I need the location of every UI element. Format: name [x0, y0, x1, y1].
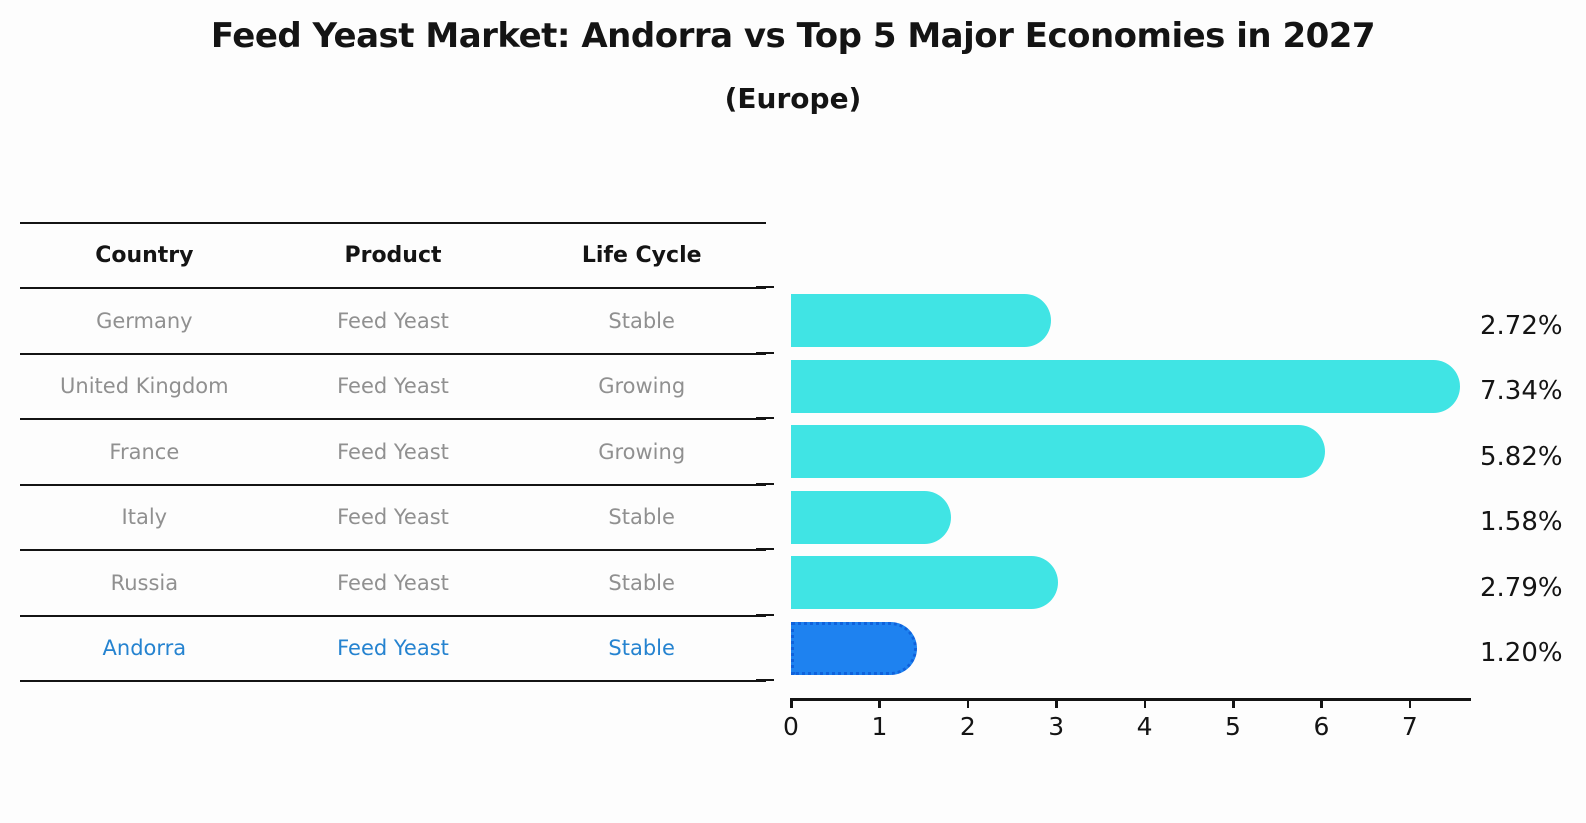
- x-axis-tick: [1320, 698, 1323, 708]
- x-axis-tick: [1143, 698, 1147, 708]
- country-cell: United Kingdom: [60, 374, 229, 399]
- y-axis-tick: [756, 482, 774, 485]
- x-axis-tick: [1055, 698, 1058, 708]
- x-axis-tick: [790, 698, 793, 708]
- bar-russia: [791, 556, 1058, 609]
- value-label: 5.82%: [1480, 441, 1563, 472]
- country-cell: Italy: [121, 505, 168, 530]
- country-table: Country Product Life Cycle Germany Feed …: [20, 222, 766, 682]
- table-header-row: Country Product Life Cycle: [20, 224, 766, 289]
- value-label: 7.34%: [1480, 376, 1563, 407]
- x-axis-tick-label: 2: [959, 712, 976, 741]
- lifecycle-cell: Growing: [598, 374, 686, 399]
- x-axis-tick-label: 4: [1136, 712, 1153, 741]
- product-cell: Feed Yeast: [337, 439, 449, 464]
- header-country: Country: [95, 243, 194, 268]
- bar-france: [791, 425, 1326, 478]
- lifecycle-cell: Stable: [608, 505, 675, 530]
- y-axis-tick: [756, 417, 774, 419]
- value-label: 2.72%: [1480, 310, 1563, 341]
- value-label: 1.20%: [1480, 638, 1563, 669]
- chart-title: Feed Yeast Market: Andorra vs Top 5 Majo…: [210, 16, 1376, 56]
- x-axis-tick-label: 5: [1225, 712, 1241, 741]
- x-axis-tick-label: 0: [783, 712, 799, 741]
- table-row: Italy Feed Yeast Stable: [20, 486, 766, 551]
- lifecycle-cell: Stable: [608, 308, 675, 333]
- x-axis-tick-label: 3: [1048, 712, 1065, 741]
- x-axis-line: [790, 698, 1471, 701]
- x-axis-tick: [1408, 698, 1412, 708]
- y-axis-tick: [756, 679, 774, 681]
- table-row: United Kingdom Feed Yeast Growing: [20, 355, 766, 420]
- x-axis-tick: [966, 698, 970, 708]
- country-cell: Germany: [96, 308, 193, 333]
- product-cell: Feed Yeast: [337, 636, 449, 661]
- bar-germany: [791, 294, 1052, 347]
- x-axis-tick-label: 7: [1401, 712, 1418, 741]
- table-row: France Feed Yeast Growing: [20, 420, 766, 486]
- bar-italy: [791, 490, 951, 544]
- country-cell: Andorra: [102, 636, 187, 661]
- product-cell: Feed Yeast: [337, 374, 449, 399]
- y-axis-tick: [756, 351, 774, 354]
- product-cell: Feed Yeast: [337, 505, 449, 530]
- x-axis-tick-label: 6: [1313, 712, 1330, 741]
- lifecycle-cell: Stable: [608, 570, 675, 595]
- y-axis-tick: [756, 548, 774, 550]
- header-life-cycle: Life Cycle: [581, 243, 702, 268]
- table-row: Germany Feed Yeast Stable: [20, 289, 766, 355]
- value-label: 2.79%: [1480, 572, 1563, 603]
- y-axis-tick: [756, 613, 774, 616]
- table-row: Russia Feed Yeast Stable: [20, 551, 766, 617]
- bar-andorra: [791, 621, 918, 675]
- lifecycle-cell: Growing: [598, 439, 686, 464]
- header-product: Product: [344, 243, 442, 268]
- product-cell: Feed Yeast: [337, 570, 449, 595]
- value-label: 1.58%: [1480, 507, 1563, 538]
- country-cell: Russia: [110, 570, 179, 595]
- x-axis-tick: [878, 698, 881, 708]
- bar-united-kingdom: [791, 359, 1460, 413]
- chart-subtitle: (Europe): [724, 82, 862, 115]
- y-axis-tick: [756, 286, 774, 288]
- table-row: Andorra Feed Yeast Stable: [20, 617, 766, 682]
- x-axis-tick-label: 1: [871, 712, 888, 741]
- x-axis-tick: [1232, 698, 1235, 708]
- product-cell: Feed Yeast: [337, 308, 449, 333]
- table-body: Germany Feed Yeast Stable United Kingdom…: [20, 289, 766, 682]
- country-cell: France: [109, 439, 180, 464]
- lifecycle-cell: Stable: [608, 636, 675, 661]
